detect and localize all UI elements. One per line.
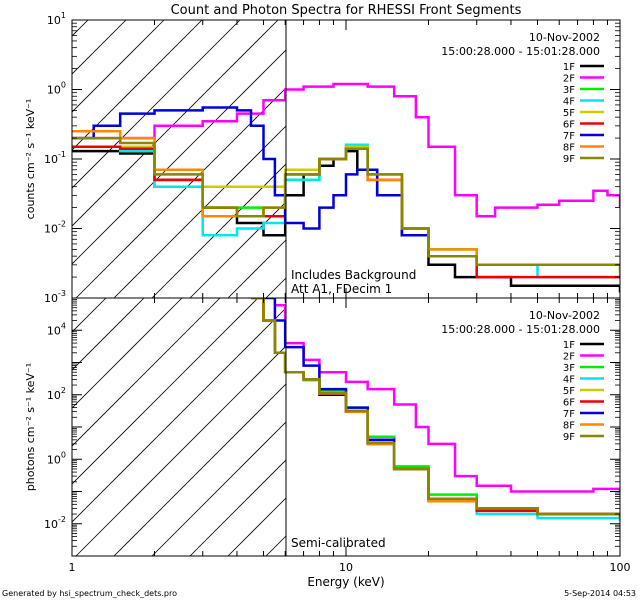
photons-axis-ticks: 104 102 100 10-2	[44, 297, 620, 557]
counts-legend-label-2F: 2F	[563, 74, 575, 85]
photons-hatch-line	[72, 298, 145, 371]
counts-legend-label-6F: 6F	[563, 120, 575, 131]
photons-series-group	[251, 298, 620, 522]
photons-y-tick-label: 100	[47, 450, 66, 466]
photons-y-tick-label: 104	[47, 321, 66, 337]
counts-date-label: 10-Nov-2002	[529, 31, 600, 44]
photons-series-9F	[251, 298, 620, 519]
counts-series-9F	[72, 136, 620, 267]
x-tick-label-10: 10	[339, 561, 353, 574]
counts-hatch-line	[72, 20, 241, 189]
photons-hatch-line	[72, 298, 297, 523]
counts-legend-label-3F: 3F	[563, 85, 575, 96]
photons-legend-label-2F: 2F	[563, 352, 575, 363]
counts-annotation-attenuator: Att A1, FDecim 1	[291, 282, 392, 296]
counts-y-tick-label: 10-3	[44, 289, 66, 305]
photons-legend-label-9F: 9F	[563, 432, 575, 443]
x-tick-label-1: 1	[69, 561, 76, 574]
counts-legend-label-1F: 1F	[563, 62, 575, 73]
photons-legend-label-4F: 4F	[563, 375, 575, 386]
counts-legend-label-8F: 8F	[563, 143, 575, 154]
counts-axis-ticks: 101 100 10-1 10-2 10-3	[44, 11, 620, 305]
photons-panel: 104 102 100 10-2 photons cm⁻² s⁻¹ keV⁻¹ 10-…	[24, 297, 621, 557]
photons-legend-label-5F: 5F	[563, 386, 575, 397]
footer-generated-by: Generated by hsi_spectrum_check_dets.pro	[2, 589, 177, 598]
counts-series-group	[72, 82, 620, 293]
photons-legend-label-1F: 1F	[563, 340, 575, 351]
photons-legend-label-3F: 3F	[563, 363, 575, 374]
photons-attenuator-hatch	[72, 298, 620, 556]
photons-y-axis-label: photons cm⁻² s⁻¹ keV⁻¹	[24, 363, 37, 491]
photons-y-tick-label: 102	[47, 386, 66, 402]
counts-hatch-line	[72, 20, 165, 113]
x-tick-label-100: 100	[610, 561, 631, 574]
counts-annotation-background: Includes Background	[291, 268, 416, 282]
photons-hatch-line	[72, 298, 259, 485]
photons-legend-label-6F: 6F	[563, 398, 575, 409]
counts-legend-label-4F: 4F	[563, 97, 575, 108]
x-axis-label: Energy (keV)	[307, 575, 384, 589]
photons-hatch-line	[72, 298, 221, 447]
counts-hatch-line	[72, 20, 127, 75]
counts-hatch-line	[72, 20, 279, 227]
photons-date-label: 10-Nov-2002	[529, 309, 600, 322]
counts-hatch-line	[72, 20, 203, 151]
counts-series-2F	[72, 82, 620, 218]
counts-y-tick-label: 100	[47, 81, 66, 97]
photons-legend-label-7F: 7F	[563, 409, 575, 420]
photons-series-2F	[274, 303, 620, 493]
counts-y-axis-label: counts cm⁻² s⁻¹ keV⁻¹	[24, 99, 37, 220]
counts-attenuator-hatch	[72, 20, 620, 298]
counts-panel: 101 100 10-1 10-2 10-3 counts cm⁻² s⁻¹ keV⁻¹…	[24, 11, 621, 305]
counts-y-tick-label: 10-1	[44, 150, 66, 166]
counts-legend-label-5F: 5F	[563, 108, 575, 119]
chart-title: Count and Photon Spectra for RHESSI Fron…	[171, 3, 522, 18]
x-axis-tick-labels: 1 10 100	[69, 561, 631, 574]
photons-hatch-line	[72, 298, 183, 409]
counts-hatch-line	[72, 20, 317, 265]
counts-y-tick-label: 10-2	[44, 220, 66, 236]
photons-time-range-label: 15:00:28.000 - 15:01:28.000	[441, 323, 600, 336]
counts-y-tick-label: 101	[47, 11, 66, 27]
photons-annotation-semicalibrated: Semi-calibrated	[291, 536, 386, 550]
counts-legend-label-9F: 9F	[563, 154, 575, 165]
photons-legend-label-8F: 8F	[563, 421, 575, 432]
footer-timestamp: 5-Sep-2014 04:53	[564, 589, 636, 598]
counts-time-range-label: 15:00:28.000 - 15:01:28.000	[441, 45, 600, 58]
photons-y-tick-label: 10-2	[44, 515, 66, 531]
counts-legend-label-7F: 7F	[563, 131, 575, 142]
